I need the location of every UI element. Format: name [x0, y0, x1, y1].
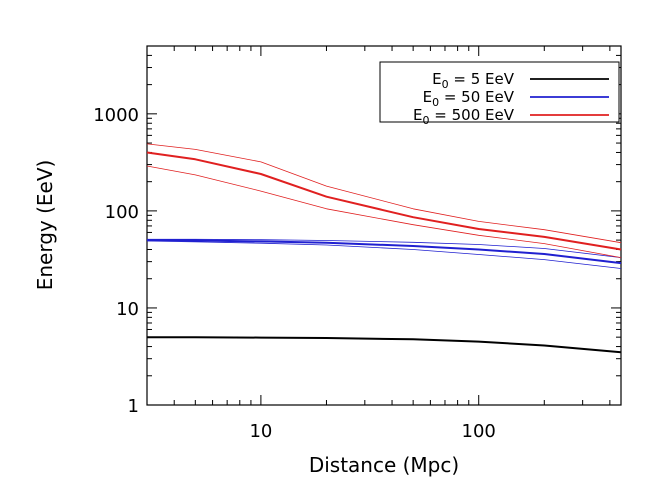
y-tick-label: 1000 — [93, 105, 139, 126]
series-line-mean — [146, 239, 622, 265]
series-line-mean — [146, 151, 622, 251]
series-line-mean — [147, 336, 622, 354]
series-line-upper — [146, 143, 622, 244]
x-axis-label: Distance (Mpc) — [309, 453, 459, 477]
series-line-lower — [146, 240, 622, 269]
x-tick-label: 10 — [249, 421, 272, 442]
x-tick-label: 100 — [462, 421, 496, 442]
series-lines — [146, 143, 622, 354]
y-tick-label: 1 — [128, 396, 139, 417]
axis-ticks: 10 100 1 10 100 1000 — [93, 45, 621, 442]
y-axis-label: Energy (EeV) — [33, 160, 57, 291]
series-line-upper — [147, 238, 622, 258]
series-line-lower — [146, 165, 622, 258]
y-tick-label: 100 — [105, 202, 139, 223]
legend-box — [379, 61, 620, 123]
legend-label: E0 = 50 EeV — [423, 88, 515, 109]
y-tick-label: 10 — [116, 299, 139, 320]
legend-label: E0 = 5 EeV — [432, 70, 515, 91]
legend-label: E0 = 500 EeV — [413, 106, 515, 127]
